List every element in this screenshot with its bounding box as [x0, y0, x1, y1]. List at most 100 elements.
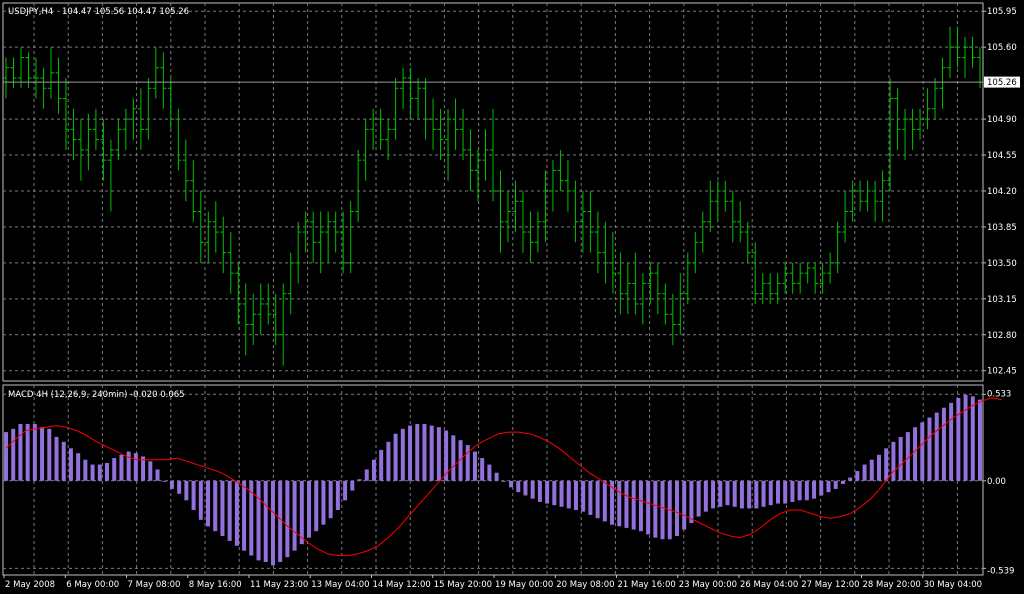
- macd-histogram-bar-124: [898, 436, 903, 481]
- price-bar-84: [632, 252, 639, 315]
- macd-histogram-bar-128: [927, 417, 932, 481]
- macd-histogram-bar-102: [739, 480, 744, 509]
- price-bar-73: [549, 160, 556, 212]
- price-bar-2: [17, 47, 24, 89]
- macd-histogram-bar-47: [343, 480, 348, 501]
- macd-histogram-bar-79: [573, 480, 578, 511]
- macd-histogram-bar-14: [105, 462, 110, 481]
- macd-histogram-bar-117: [848, 477, 853, 481]
- price-bar-12: [92, 108, 99, 150]
- time-tick-label-5: 13 May 04:00: [311, 580, 369, 590]
- macd-histogram-bar-61: [444, 430, 449, 481]
- price-bar-35: [265, 283, 272, 325]
- price-bar-13: [100, 119, 107, 181]
- macd-histogram-bar-108: [783, 480, 788, 504]
- macd-histogram-bar-52: [379, 449, 384, 481]
- macd-tick-label-2: -0.539: [987, 566, 1014, 576]
- macd-histogram-bar-90: [653, 480, 658, 538]
- macd-histogram-bar-25: [184, 480, 189, 501]
- price-panel[interactable]: 105.95 105.60 104.90 104.55 104.20 103.85 103.…: [2, 2, 1020, 382]
- price-bar-60: [452, 98, 459, 150]
- macd-title: MACD 4H (12,26,9, 240min) -0.020 0.065: [8, 390, 185, 400]
- macd-histogram-bar-135: [978, 399, 982, 481]
- macd-histogram-bar-96: [696, 480, 701, 517]
- price-bar-39: [295, 221, 302, 284]
- price-bar-48: [362, 119, 369, 181]
- macd-histogram-bar-82: [595, 480, 600, 519]
- macd-histogram-bar-105: [761, 480, 766, 507]
- macd-histogram-bar-29: [213, 480, 218, 532]
- macd-histogram-bar-31: [227, 480, 232, 541]
- macd-histogram-bar-57: [415, 423, 420, 481]
- macd-histogram-bar-107: [775, 480, 780, 504]
- macd-histogram-bar-23: [169, 480, 174, 489]
- macd-histogram-bar-103: [747, 480, 752, 509]
- price-bar-26: [197, 190, 204, 263]
- price-bar-102: [767, 273, 774, 304]
- macd-histogram-bar-43: [314, 480, 319, 532]
- macd-histogram-bar-68: [494, 472, 499, 481]
- macd-histogram-bar-76: [552, 480, 557, 506]
- price-bar-67: [504, 190, 511, 243]
- macd-panel[interactable]: 0.533 0.00 -0.539 MACD 4H (12,26,9, 240min…: [2, 384, 1014, 576]
- price-bar-124: [932, 77, 939, 120]
- price-bar-32: [242, 283, 249, 356]
- price-bar-87: [654, 262, 661, 315]
- macd-histogram-bar-78: [566, 480, 571, 509]
- price-bar-20: [152, 47, 159, 99]
- macd-histogram-bar-9: [68, 448, 73, 481]
- time-tick-label-6: 14 May 12:00: [373, 580, 431, 590]
- macd-histogram-bar-93: [674, 480, 679, 537]
- macd-histogram-bar-65: [472, 451, 477, 481]
- price-grid: [3, 3, 983, 381]
- macd-histogram-bar-3: [25, 423, 30, 481]
- price-panel-frame: [2, 2, 984, 382]
- price-tick-label-3: 104.55: [987, 151, 1017, 161]
- price-bar-49: [370, 108, 377, 150]
- macd-histogram-bar-62: [451, 435, 456, 481]
- macd-histogram-bar-22: [162, 480, 167, 482]
- price-bar-40: [302, 211, 309, 253]
- price-bar-53: [400, 67, 407, 109]
- price-bar-71: [534, 211, 541, 253]
- price-bar-61: [460, 108, 467, 161]
- price-bar-8: [62, 77, 69, 150]
- price-bar-21: [160, 52, 167, 109]
- price-bar-120: [902, 108, 909, 161]
- price-bar-3: [25, 52, 32, 89]
- macd-histogram-bar-53: [386, 441, 391, 481]
- price-bar-15: [115, 119, 122, 161]
- macd-histogram-bar-24: [177, 480, 182, 494]
- price-bar-66: [497, 170, 504, 253]
- price-bar-126: [947, 26, 954, 78]
- price-tick-label-7: 103.15: [987, 295, 1017, 305]
- price-bar-100: [752, 242, 759, 304]
- price-bar-92: [692, 232, 699, 274]
- macd-histogram-bar-37: [270, 480, 275, 566]
- macd-histogram-bar-33: [242, 480, 247, 551]
- macd-histogram-bar-11: [83, 459, 88, 481]
- price-bar-4: [32, 57, 39, 99]
- price-tick-label-5: 103.85: [987, 223, 1017, 233]
- time-tick-label-14: 28 May 20:00: [863, 580, 921, 590]
- price-bar-25: [190, 160, 197, 222]
- macd-histogram-bar-75: [545, 480, 550, 504]
- macd-histogram-bar-109: [790, 480, 795, 502]
- macd-histogram-bar-55: [400, 428, 405, 481]
- macd-axis: 0.533 0.00 -0.539: [983, 389, 1014, 576]
- price-bar-119: [894, 88, 901, 150]
- macd-histogram-bar-98: [711, 480, 716, 509]
- price-bar-11: [85, 113, 92, 171]
- macd-histogram-bar-27: [198, 480, 203, 520]
- price-bar-68: [512, 180, 519, 233]
- price-tick-label-0: 105.95: [987, 7, 1017, 17]
- price-bar-111: [834, 221, 841, 274]
- macd-histogram-bar-71: [516, 480, 521, 493]
- macd-histogram-bar-118: [855, 471, 860, 481]
- macd-histogram-bar-19: [141, 456, 146, 481]
- price-bar-18: [137, 88, 144, 150]
- price-bar-30: [227, 232, 234, 294]
- macd-histogram-bar-99: [718, 480, 723, 507]
- macd-histogram-bar-2: [18, 423, 23, 481]
